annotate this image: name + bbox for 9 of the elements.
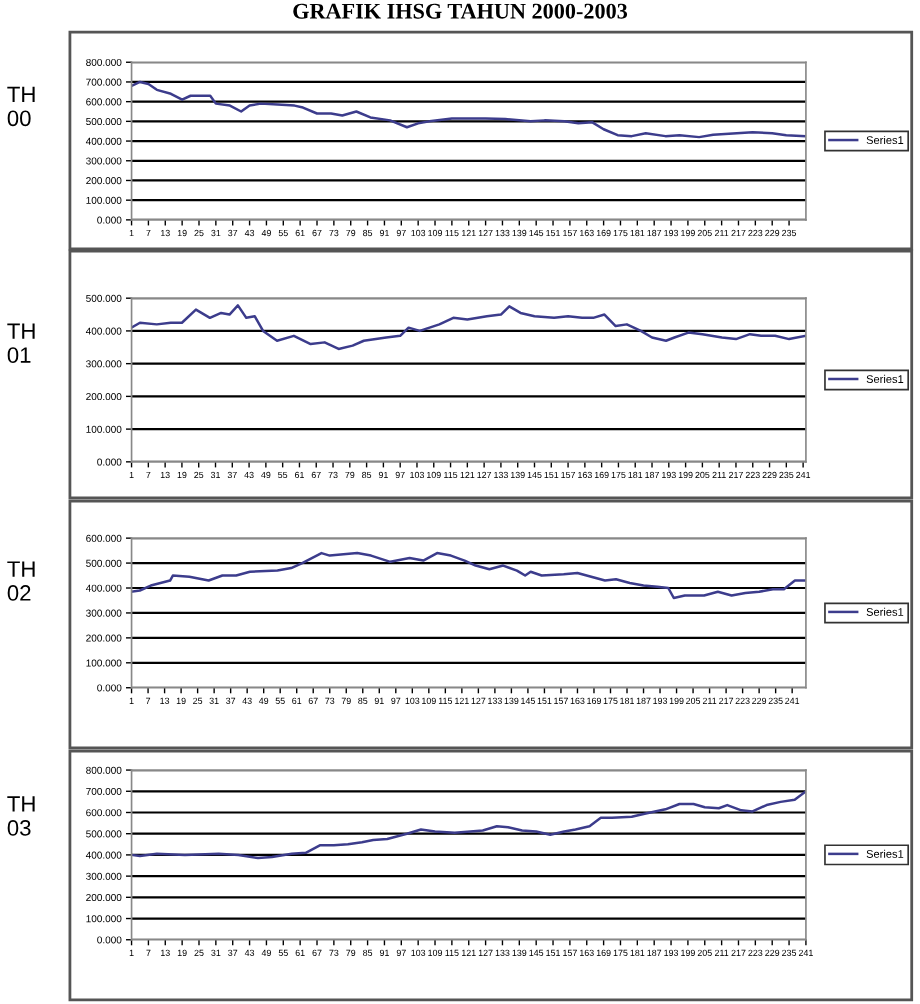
y-axis-title: TH 02 <box>7 561 35 601</box>
y-axis-title: TH 03 <box>7 796 35 836</box>
y-axis-title: TH 00 <box>7 86 35 127</box>
line-series <box>131 790 806 860</box>
line-series <box>131 304 806 351</box>
y-axis-title: TH 01 <box>7 323 35 363</box>
line-series <box>131 551 806 600</box>
chart-title: GRAFIK IHSG TAHUN 2000-2003 <box>293 3 628 19</box>
line-series <box>131 80 806 139</box>
